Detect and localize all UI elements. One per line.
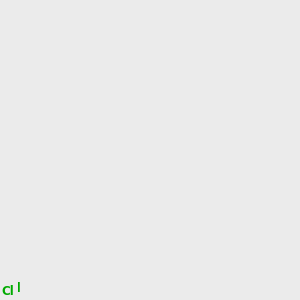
- Text: N: N: [5, 284, 15, 296]
- Text: Cl: Cl: [1, 285, 14, 298]
- Text: O: O: [6, 284, 16, 297]
- Text: N: N: [6, 283, 16, 296]
- Text: O: O: [8, 280, 18, 293]
- Text: H: H: [7, 284, 15, 294]
- Text: O: O: [8, 280, 18, 293]
- Text: O: O: [9, 280, 19, 293]
- Text: Cl: Cl: [8, 282, 21, 296]
- Text: H: H: [5, 285, 14, 295]
